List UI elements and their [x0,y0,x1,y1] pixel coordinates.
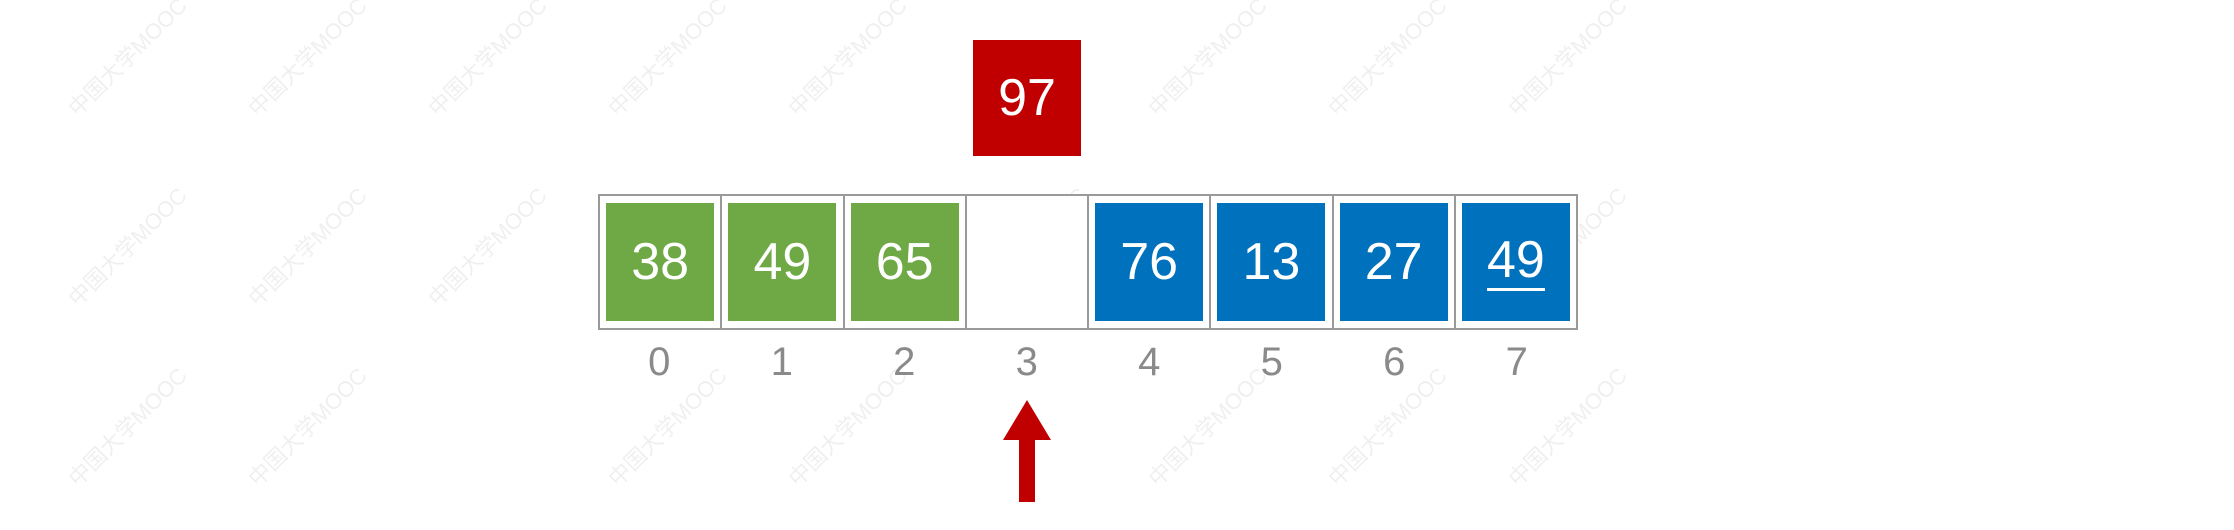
array-cell: 38 [600,196,723,328]
watermark: 中国大学MOOC [423,182,552,312]
index-label: 1 [770,340,793,384]
array-tile-sorted: 38 [606,203,715,321]
array-tile-unsorted: 76 [1095,203,1204,321]
watermark: 中国大学MOOC [1323,0,1452,122]
array-value: 76 [1120,233,1179,291]
array-value: 65 [875,233,934,291]
array-tile-sorted: 65 [850,203,959,321]
index-label: 7 [1505,340,1528,384]
watermark: 中国大学MOOC [243,362,372,492]
array-value: 49 [753,233,812,291]
watermark: 中国大学MOOC [1143,0,1272,122]
array-value: 27 [1364,233,1423,291]
watermark: 中国大学MOOC [423,0,552,122]
up-arrow-icon [1003,400,1051,502]
watermark: 中国大学MOOC [783,0,912,122]
array-tile-unsorted: 13 [1217,203,1326,321]
index-label: 2 [893,340,916,384]
watermark: 中国大学MOOC [63,362,192,492]
array-cell: 49 [722,196,845,328]
array-tile-unsorted: 49 [1461,203,1570,321]
array-tile-empty [973,203,1081,321]
index-label: 6 [1383,340,1406,384]
array-value-underlined: 49 [1486,230,1545,291]
array-tile-sorted: 49 [728,203,837,321]
array-cell: 27 [1334,196,1456,328]
watermark: 中国大学MOOC [243,0,372,122]
array-cell: 76 [1089,196,1212,328]
array: 38 49 65 76 13 [598,194,1578,330]
array-value: 13 [1242,233,1301,291]
index-label: 4 [1138,340,1161,384]
watermark: 中国大学MOOC [63,0,192,122]
array-cell: 49 [1456,196,1576,328]
array-cell: 65 [845,196,967,328]
array-cell-empty [967,196,1089,328]
index-label: 5 [1260,340,1283,384]
watermark: 中国大学MOOC [63,182,192,312]
index-label: 3 [1015,340,1038,384]
array-value: 38 [631,233,690,291]
key-element: 97 [973,40,1081,156]
key-value: 97 [998,69,1056,127]
watermark: 中国大学MOOC [1503,0,1632,122]
index-labels: 0 1 2 3 4 5 6 7 [598,340,1578,385]
index-label: 0 [648,340,671,384]
array-tile-unsorted: 27 [1339,203,1448,321]
array-cell: 13 [1211,196,1334,328]
watermark: 中国大学MOOC [603,0,732,122]
watermark: 中国大学MOOC [243,182,372,312]
